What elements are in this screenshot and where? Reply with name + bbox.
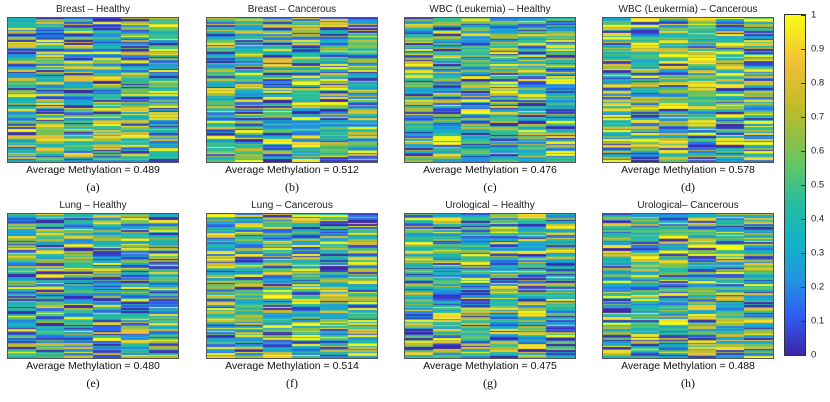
heatmap-panel: Breast – Cancerous Average Methylation = …	[201, 2, 383, 196]
average-methylation: Average Methylation = 0.489	[26, 164, 160, 176]
colorbar: 0 0.1 0.2 0.3 0.4 0.5 0.6 0.7 0.8 0.9 1	[784, 10, 830, 364]
colorbar-tick-label: 0.4	[811, 213, 825, 225]
colorbar-tick-mark	[801, 117, 805, 118]
average-methylation: Average Methylation = 0.488	[621, 360, 755, 372]
panel-title: WBC (Leukemia) – Healthy	[429, 4, 551, 15]
panel-title: Urological– Cancerous	[637, 200, 739, 211]
panel-title: Breast – Cancerous	[247, 4, 337, 15]
average-methylation: Average Methylation = 0.514	[225, 360, 359, 372]
panel-title: Breast – Healthy	[56, 4, 130, 15]
panel-title: WBC (Leukermia) – Cancerous	[618, 4, 758, 15]
heatmap-panel: Urological– Cancerous Average Methylation…	[597, 198, 779, 392]
methylation-heatmap	[404, 213, 576, 359]
panel-title: Lung – Cancerous	[251, 200, 333, 211]
heatmap-panel: WBC (Leukemia) – Healthy Average Methylat…	[399, 2, 581, 196]
colorbar-tick-mark	[801, 321, 805, 322]
panel-label: (f)	[286, 376, 298, 390]
colorbar-tick-mark	[801, 83, 805, 84]
methylation-heatmap	[602, 213, 774, 359]
colorbar-tick-mark	[801, 287, 805, 288]
methylation-heatmap	[206, 17, 378, 163]
average-methylation: Average Methylation = 0.476	[423, 164, 557, 176]
colorbar-tick-mark	[801, 185, 805, 186]
colorbar-tick-label: 0.2	[811, 281, 825, 293]
methylation-heatmap	[206, 213, 378, 359]
colorbar-tick-mark	[801, 355, 805, 356]
colorbar-tick-label: 0.1	[811, 315, 825, 327]
colorbar-tick-label: 0.7	[811, 111, 825, 123]
colorbar-tick-label: 0.8	[811, 77, 825, 89]
methylation-heatmap	[404, 17, 576, 163]
methylation-heatmap	[7, 213, 179, 359]
panel-label: (a)	[86, 180, 100, 194]
colorbar-tick-mark	[801, 49, 805, 50]
panel-label: (h)	[681, 376, 695, 390]
panel-label: (c)	[483, 180, 497, 194]
colorbar-tick-label: 0.9	[811, 43, 825, 55]
average-methylation: Average Methylation = 0.512	[225, 164, 359, 176]
panel-label: (e)	[86, 376, 100, 390]
colorbar-tick-mark	[801, 15, 805, 16]
heatmap-panel: Breast – Healthy Average Methylation = 0.…	[2, 2, 184, 196]
colorbar-tick-label: 0	[811, 349, 817, 361]
methylation-heatmap	[7, 17, 179, 163]
average-methylation: Average Methylation = 0.578	[621, 164, 755, 176]
average-methylation: Average Methylation = 0.480	[26, 360, 160, 372]
heatmap-panel: WBC (Leukermia) – Cancerous Average Methy…	[597, 2, 779, 196]
colorbar-tick-mark	[801, 219, 805, 220]
panel-label: (b)	[285, 180, 299, 194]
panel-title: Urological – Healthy	[445, 200, 535, 211]
panel-label: (g)	[483, 376, 497, 390]
colorbar-tick-label: 0.3	[811, 247, 825, 259]
colorbar-tick-mark	[801, 253, 805, 254]
colorbar-tick-mark	[801, 151, 805, 152]
methylation-heatmap	[602, 17, 774, 163]
panel-label: (d)	[681, 180, 695, 194]
colorbar-tick-label: 0.6	[811, 145, 825, 157]
heatmap-panel: Lung – Cancerous Average Methylation = 0.…	[201, 198, 383, 392]
colorbar-tick-label: 0.5	[811, 179, 825, 191]
heatmap-panel: Lung – Healthy Average Methylation = 0.48…	[2, 198, 184, 392]
colorbar-gradient	[784, 14, 806, 356]
heatmap-panel: Urological – Healthy Average Methylation …	[399, 198, 581, 392]
average-methylation: Average Methylation = 0.475	[423, 360, 557, 372]
panel-title: Lung – Healthy	[59, 200, 127, 211]
colorbar-tick-label: 1	[811, 9, 817, 21]
